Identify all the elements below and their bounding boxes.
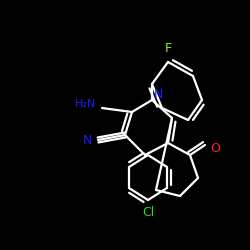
Text: Cl: Cl — [142, 206, 154, 220]
Text: H₂N: H₂N — [75, 99, 96, 109]
Text: O: O — [210, 142, 220, 154]
Text: N: N — [82, 134, 92, 146]
Text: F: F — [164, 42, 172, 54]
Text: N: N — [153, 88, 163, 101]
